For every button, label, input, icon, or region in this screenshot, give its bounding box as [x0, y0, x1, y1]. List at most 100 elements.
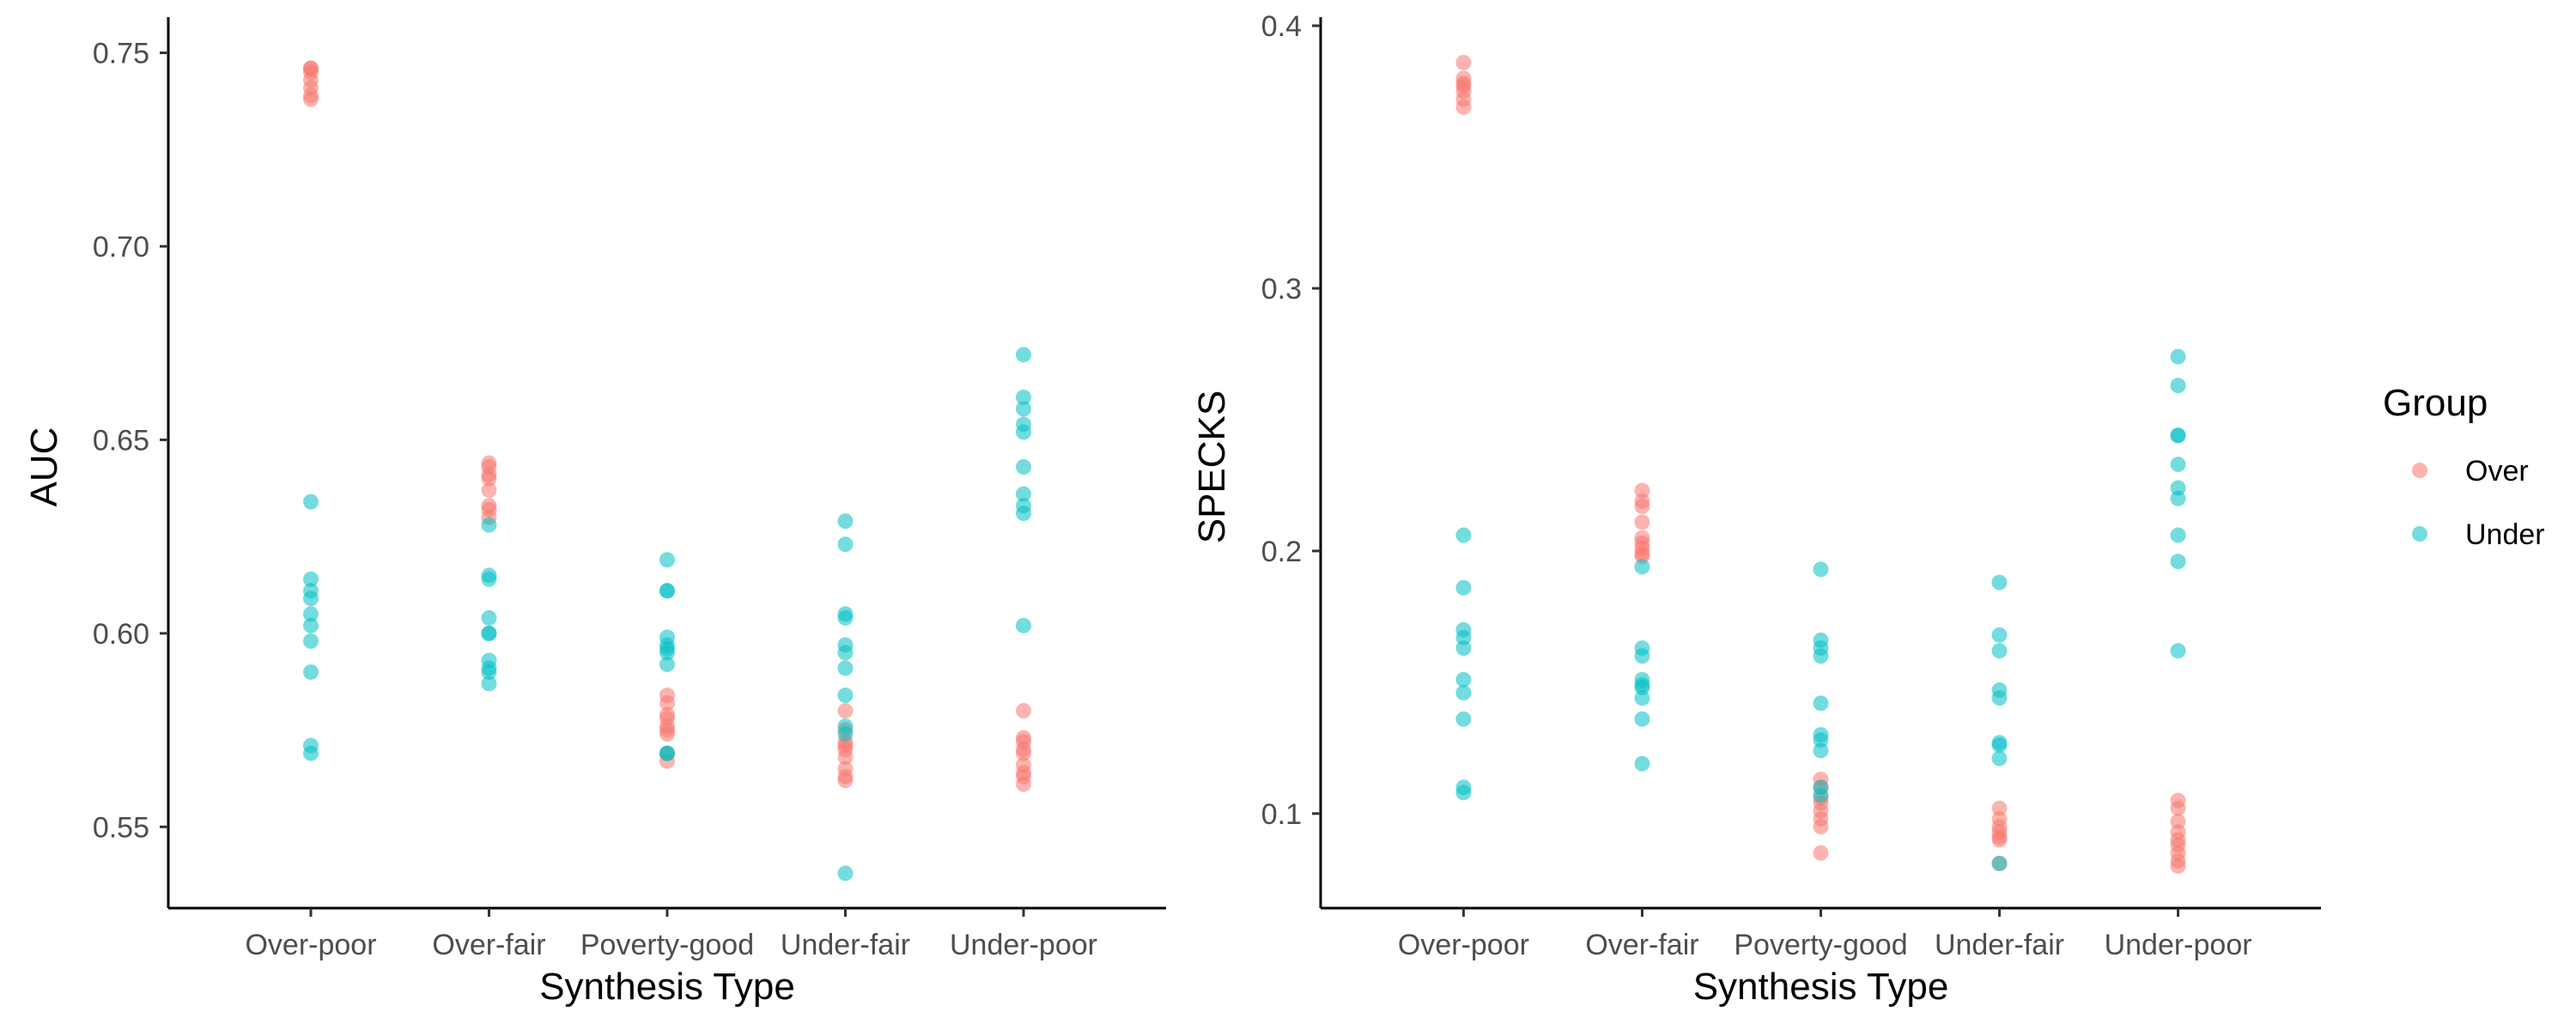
point-under	[1813, 561, 1829, 578]
y-tick-label: 0.55	[93, 811, 149, 844]
point-under	[2170, 348, 2186, 365]
point-under	[1991, 855, 2008, 871]
x-tick-label: Under-fair	[781, 929, 910, 961]
point-under	[1016, 459, 1031, 475]
legend-title: Group	[2383, 382, 2488, 424]
point-over	[481, 482, 497, 499]
point-under	[1634, 755, 1650, 772]
y-tick-label: 0.60	[93, 618, 149, 651]
point-over	[1991, 832, 2008, 848]
point-under	[1016, 486, 1031, 502]
point-over	[837, 703, 854, 719]
y-tick-label: 0.2	[1261, 536, 1302, 568]
point-under	[1455, 711, 1472, 727]
point-under	[2170, 554, 2186, 570]
y-tick-label: 0.4	[1261, 10, 1302, 43]
point-over	[1455, 54, 1472, 70]
point-under	[1016, 424, 1031, 440]
point-under	[1813, 648, 1829, 664]
point-over	[1634, 498, 1650, 514]
point-under	[481, 676, 497, 692]
point-under	[659, 656, 675, 672]
point-over	[1455, 99, 1472, 115]
point-under	[1991, 750, 2008, 766]
x-tick-label: Under-poor	[950, 929, 1097, 961]
point-over	[1016, 703, 1031, 719]
point-under	[481, 571, 497, 587]
y-axis-title: SPECKS	[1191, 391, 1233, 544]
y-tick-label: 0.3	[1261, 273, 1302, 306]
point-under	[659, 552, 675, 568]
point-under	[481, 625, 497, 641]
point-under	[1455, 785, 1472, 801]
point-under	[1634, 711, 1650, 727]
point-over	[1016, 776, 1031, 792]
point-under	[1813, 695, 1829, 712]
point-under	[2170, 490, 2186, 506]
point-under	[2170, 456, 2186, 472]
point-over	[659, 695, 675, 712]
x-tick-label: Poverty-good	[580, 929, 754, 961]
point-under	[837, 609, 854, 626]
point-under	[1455, 527, 1472, 543]
point-under	[1991, 627, 2008, 643]
point-under	[303, 591, 319, 607]
point-under	[303, 617, 319, 633]
point-under	[1991, 690, 2008, 706]
point-over	[837, 749, 854, 766]
x-tick-label: Over-poor	[1398, 929, 1529, 961]
x-tick-label: Over-fair	[1585, 929, 1698, 961]
legend-label-under: Under	[2465, 518, 2545, 551]
point-under	[1455, 671, 1472, 688]
point-under	[1991, 574, 2008, 591]
point-over	[659, 726, 675, 742]
point-under	[303, 606, 319, 622]
point-under	[481, 609, 497, 626]
point-under	[1455, 579, 1472, 596]
point-under	[659, 645, 675, 661]
point-under	[2170, 427, 2186, 444]
point-under	[837, 645, 854, 661]
point-under	[837, 726, 854, 742]
point-under	[837, 536, 854, 553]
y-tick-label: 0.65	[93, 424, 149, 457]
point-under	[1016, 617, 1031, 633]
legend-key-over	[2412, 463, 2427, 478]
point-under	[837, 660, 854, 676]
y-tick-label: 0.75	[93, 38, 149, 70]
specks-panel: 0.1 0.2 0.3 0.4 Over-poor Over-fair Poverty-go…	[1191, 10, 2321, 1008]
y-tick-label: 0.1	[1261, 798, 1302, 831]
point-under	[1634, 648, 1650, 664]
point-under	[1455, 685, 1472, 701]
point-under	[659, 745, 675, 761]
point-over	[1813, 845, 1829, 861]
point-under	[303, 633, 319, 649]
point-over	[481, 470, 497, 487]
point-under	[2170, 378, 2186, 394]
legend: Group Over Under	[2383, 382, 2545, 551]
x-axis-title: Synthesis Type	[539, 966, 795, 1008]
point-over	[837, 772, 854, 789]
point-over	[1016, 745, 1031, 761]
y-axis-title: AUC	[23, 427, 65, 507]
point-under	[303, 663, 319, 680]
point-under	[1991, 643, 2008, 659]
point-over	[2170, 800, 2186, 816]
point-over	[1813, 819, 1829, 835]
point-under	[303, 494, 319, 510]
point-under	[659, 583, 675, 599]
point-under	[1813, 742, 1829, 759]
point-under	[303, 745, 319, 761]
point-over	[2170, 858, 2186, 875]
point-under	[303, 571, 319, 587]
x-tick-label: Poverty-good	[1734, 929, 1907, 961]
point-under	[1991, 737, 2008, 754]
x-tick-label: Over-fair	[432, 929, 545, 961]
point-under	[2170, 643, 2186, 659]
x-tick-label: Under-fair	[1935, 929, 2064, 961]
auc-panel: 0.55 0.60 0.65 0.70 0.75 Over-poor Over-fair Po…	[23, 17, 1166, 1008]
point-over	[303, 91, 319, 107]
point-under	[1016, 506, 1031, 522]
point-under	[1016, 347, 1031, 363]
